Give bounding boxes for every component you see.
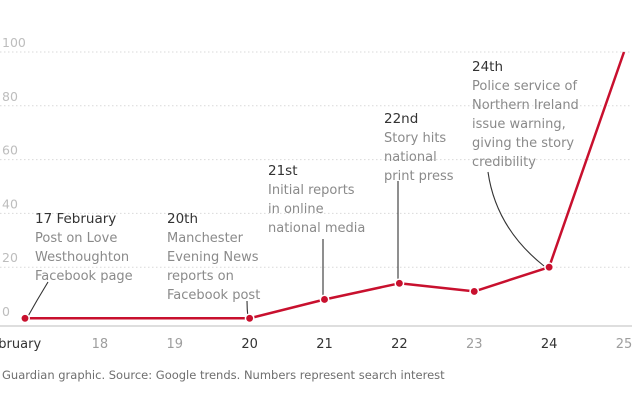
annotations: 17 February Post on Love Westhoughton Faceb…: [35, 59, 579, 303]
x-tick-label-23: 23: [466, 337, 483, 352]
annotation-text-line: national media: [268, 221, 365, 236]
y-tick-label-40: 40: [2, 196, 18, 211]
source-note: Guardian graphic. Source: Google trends.…: [2, 368, 445, 382]
annotation-leader-lines: [26, 171, 545, 319]
annotation-text-line: Westhoughton: [35, 250, 129, 265]
annotation-heading: 17 February: [35, 211, 116, 227]
x-axis-ticks: 17 February 18 19 20 21 22 23 24 25: [0, 337, 632, 352]
annotation-text-line: Initial reports: [268, 183, 355, 198]
y-tick-label-20: 20: [2, 250, 18, 265]
data-point-23: [469, 286, 480, 297]
data-point-20: [244, 313, 255, 324]
annotation-21: 21st Initial reports in online national med…: [268, 163, 365, 236]
annotation-20: 20th Manchester Evening News reports on Face…: [167, 211, 260, 303]
x-tick-label-17: 17 February: [0, 337, 41, 352]
data-point-24: [544, 262, 555, 273]
leader-line-17: [26, 281, 49, 319]
annotation-heading: 20th: [167, 211, 198, 227]
annotation-heading: 21st: [268, 163, 298, 179]
leader-line-24: [487, 171, 545, 267]
annotation-text-line: Manchester: [167, 231, 244, 246]
annotation-text-line: Police service of: [472, 79, 577, 94]
annotation-text-line: giving the story: [472, 136, 574, 151]
y-tick-label-60: 60: [2, 143, 18, 158]
annotation-heading: 22nd: [384, 111, 418, 127]
annotation-heading: 24th: [472, 59, 503, 75]
annotation-text-line: Northern Ireland: [472, 98, 579, 113]
x-tick-label-20: 20: [241, 337, 258, 352]
annotation-17: 17 February Post on Love Westhoughton Faceb…: [35, 211, 133, 284]
data-point-17: [20, 313, 30, 324]
annotation-text-line: credibility: [472, 155, 536, 170]
y-tick-label-0: 0: [2, 304, 10, 319]
x-tick-label-25: 25: [616, 337, 633, 352]
y-tick-label-80: 80: [2, 89, 18, 104]
x-tick-label-22: 22: [391, 337, 408, 352]
annotation-text-line: Post on Love: [35, 231, 117, 246]
annotation-text-line: issue warning,: [472, 117, 566, 132]
x-tick-label-19: 19: [166, 337, 183, 352]
annotation-text-line: Story hits: [384, 131, 446, 146]
annotation-text-line: Facebook page: [35, 269, 133, 284]
y-axis-ticks: 0 20 40 60 80 100: [2, 35, 26, 319]
x-tick-label-21: 21: [316, 337, 333, 352]
annotation-24: 24th Police service of Northern Ireland iss…: [472, 59, 579, 170]
annotation-text-line: Facebook post: [167, 288, 260, 303]
data-point-21: [319, 294, 330, 305]
annotation-text-line: print press: [384, 169, 454, 184]
annotation-22: 22nd Story hits national print press: [384, 111, 454, 184]
annotation-text-line: Evening News: [167, 250, 259, 265]
data-point-22: [394, 278, 405, 289]
annotation-text-line: in online: [268, 202, 324, 217]
annotation-text-line: reports on: [167, 269, 234, 284]
x-tick-label-18: 18: [92, 337, 109, 352]
y-tick-label-100: 100: [2, 35, 26, 50]
series-search-interest: [20, 51, 626, 324]
gridlines: [0, 51, 632, 327]
x-tick-label-24: 24: [541, 337, 558, 352]
annotation-text-line: national: [384, 150, 437, 165]
